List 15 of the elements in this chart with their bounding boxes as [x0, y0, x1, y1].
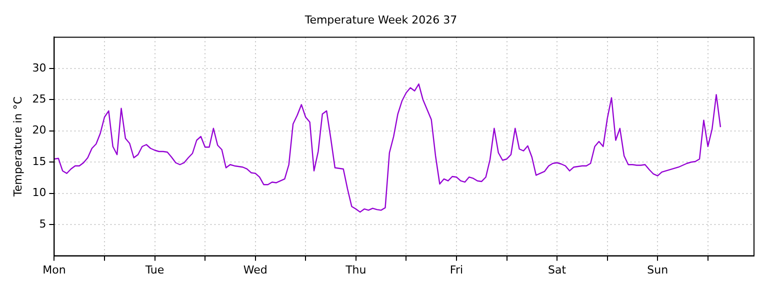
x-tick-label: Mon — [42, 263, 66, 276]
x-tick-label: Sat — [548, 263, 567, 276]
y-tick-label: 30 — [32, 61, 46, 74]
chart-title: Temperature Week 2026 37 — [304, 13, 458, 26]
x-tick-label: Tue — [144, 263, 164, 276]
y-tick-label: 25 — [32, 92, 46, 106]
x-tick-label: Thu — [344, 263, 366, 276]
x-tick-label: Fri — [450, 263, 464, 276]
y-tick-label: 5 — [39, 217, 46, 230]
y-tick-label: 20 — [32, 124, 46, 137]
x-tick-label: Sun — [647, 263, 668, 276]
x-tick-label: Wed — [243, 263, 268, 276]
y-tick-label: 10 — [32, 186, 46, 200]
y-tick-label: 15 — [32, 154, 46, 168]
y-axis-title: Temperature in °C — [11, 96, 24, 198]
